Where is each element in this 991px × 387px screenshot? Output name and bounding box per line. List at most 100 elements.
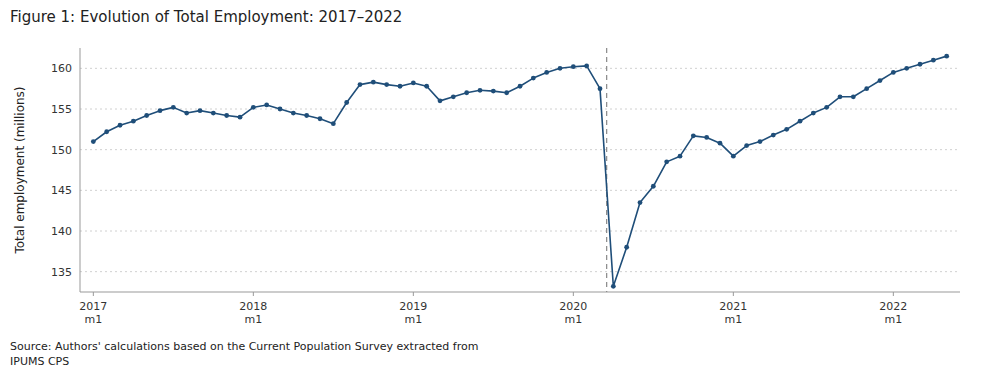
data-point <box>478 88 483 93</box>
data-point <box>291 111 296 116</box>
y-axis-label: Total employment (millions) <box>13 86 27 254</box>
data-point <box>824 105 829 110</box>
x-tick <box>413 292 414 296</box>
data-point <box>358 82 363 87</box>
data-point <box>264 103 269 108</box>
data-point <box>744 143 749 148</box>
data-point <box>398 84 403 89</box>
data-point <box>798 119 803 124</box>
text-line: 2017 <box>79 300 107 313</box>
chart: Figure 1: Evolution of Total Employment:… <box>0 0 991 387</box>
data-point <box>571 64 576 69</box>
grid-line <box>80 149 960 150</box>
y-axis-line <box>80 48 81 292</box>
data-point <box>944 54 949 59</box>
data-point <box>451 94 456 99</box>
data-point <box>504 90 509 95</box>
title: Figure 1: Evolution of Total Employment:… <box>10 8 402 26</box>
x-axis-line <box>80 292 960 293</box>
x-tick <box>733 292 734 296</box>
data-point <box>91 139 96 144</box>
text-line: 2018 <box>239 300 267 313</box>
text-line: IPUMS CPS <box>10 355 69 368</box>
x-tick <box>93 292 94 296</box>
data-point <box>118 123 123 128</box>
text-line: 2021 <box>719 300 747 313</box>
data-point <box>878 78 883 83</box>
data-point <box>184 111 189 116</box>
data-point <box>251 105 256 110</box>
data-point <box>931 58 936 63</box>
data-point <box>198 108 203 113</box>
y-tick-label: 155 <box>51 103 72 116</box>
data-point <box>211 111 216 116</box>
y-tick-label: 160 <box>51 62 72 75</box>
text-line: m1 <box>244 313 262 326</box>
data-point <box>531 76 536 81</box>
text-line: 2020 <box>559 300 587 313</box>
text-line: m1 <box>564 313 582 326</box>
data-point <box>558 66 563 71</box>
data-point <box>518 84 523 89</box>
data-point <box>678 154 683 159</box>
data-point <box>718 141 723 146</box>
data-point <box>811 111 816 116</box>
y-tick-label: 150 <box>51 144 72 157</box>
data-point <box>638 200 643 205</box>
data-point <box>864 86 869 91</box>
x-tick <box>893 292 894 296</box>
data-point <box>544 70 549 75</box>
data-point <box>851 94 856 99</box>
data-point <box>771 133 776 138</box>
data-point <box>624 245 629 250</box>
data-point <box>158 108 163 113</box>
data-point <box>438 98 443 103</box>
data-line <box>93 56 946 286</box>
x-tick <box>253 292 254 296</box>
data-point <box>344 100 349 105</box>
y-tick-label: 145 <box>51 184 72 197</box>
grid-line <box>80 271 960 272</box>
data-point <box>304 113 309 118</box>
data-point <box>411 81 416 86</box>
plot-area <box>91 48 949 292</box>
source-note: Source: Authors' calculations based on t… <box>10 340 478 368</box>
data-point <box>424 84 429 89</box>
grid-line <box>80 231 960 232</box>
text-line: Source: Authors' calculations based on t… <box>10 340 478 353</box>
data-point <box>891 70 896 75</box>
grid-line <box>80 68 960 69</box>
data-point <box>651 184 656 189</box>
data-point <box>491 89 496 94</box>
data-point <box>238 115 243 120</box>
data-point <box>918 62 923 67</box>
x-tick-label: 2021m1 <box>719 300 747 326</box>
data-point <box>611 284 616 289</box>
data-point <box>784 127 789 132</box>
text-line: m1 <box>84 313 102 326</box>
data-point <box>704 135 709 140</box>
text-line: 2019 <box>399 300 427 313</box>
data-point <box>838 94 843 99</box>
data-point <box>171 105 176 110</box>
text-line: m1 <box>404 313 422 326</box>
data-point <box>318 116 323 121</box>
text-line: m1 <box>884 313 902 326</box>
data-point <box>384 82 389 87</box>
x-tick-label: 2022m1 <box>879 300 907 326</box>
data-point <box>691 133 696 138</box>
y-tick-label: 135 <box>51 266 72 279</box>
y-tick-label: 140 <box>51 225 72 238</box>
text-line: m1 <box>724 313 742 326</box>
data-point <box>731 154 736 159</box>
x-tick <box>573 292 574 296</box>
data-point <box>464 90 469 95</box>
x-tick-label: 2020m1 <box>559 300 587 326</box>
data-point <box>598 86 603 91</box>
data-point <box>144 113 149 118</box>
grid <box>80 68 960 271</box>
data-point <box>224 113 229 118</box>
x-tick-label: 2019m1 <box>399 300 427 326</box>
grid-line <box>80 190 960 191</box>
data-point <box>664 159 669 164</box>
